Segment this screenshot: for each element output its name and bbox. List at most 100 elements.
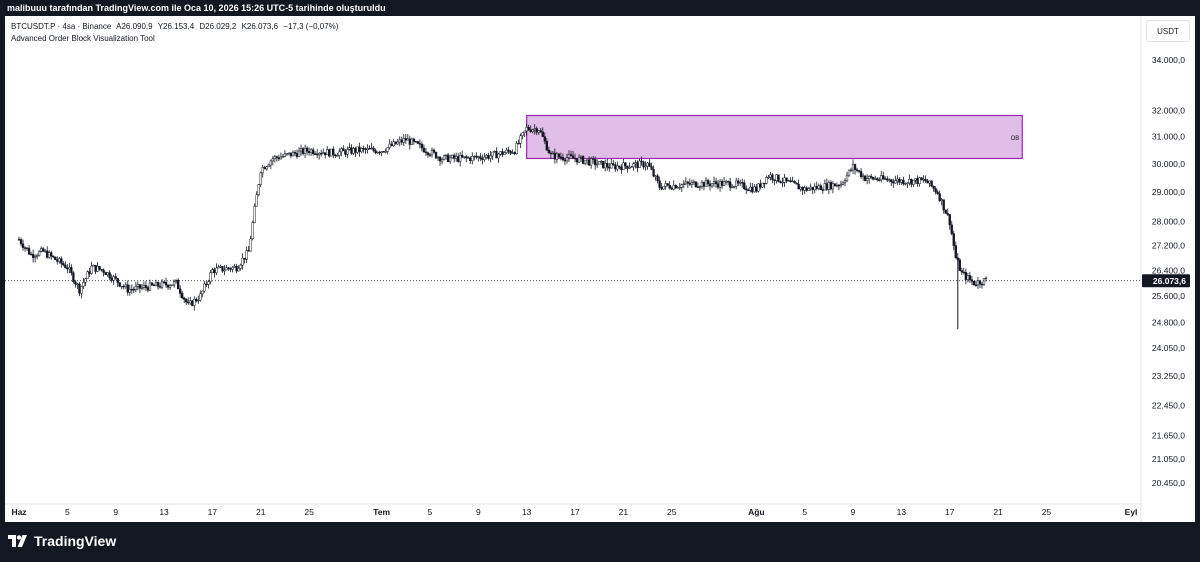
- candle: [833, 183, 837, 187]
- candle: [374, 148, 377, 155]
- candle: [847, 169, 851, 177]
- candle: [652, 165, 655, 178]
- candle: [628, 162, 631, 170]
- candle: [318, 152, 321, 160]
- candle: [829, 180, 833, 191]
- candle: [82, 278, 85, 290]
- candle: [436, 155, 440, 162]
- candle: [739, 179, 742, 186]
- candle: [728, 177, 732, 191]
- candle: [700, 179, 704, 190]
- candle: [40, 246, 43, 253]
- candle: [759, 179, 762, 190]
- candle: [714, 178, 718, 188]
- candle: [547, 146, 550, 154]
- candle: [638, 158, 641, 168]
- candle: [223, 265, 226, 276]
- candle: [906, 182, 909, 189]
- candle: [402, 133, 405, 146]
- candle: [861, 173, 865, 181]
- candle: [598, 161, 601, 165]
- candle: [968, 271, 972, 283]
- time-axis[interactable]: Haz 5 9 13 17 21 25 Tem 5 9 13 17 21 25 Ağu 5 9 13 17 21 25 E…: [5, 503, 1141, 517]
- candle: [878, 177, 881, 182]
- y-tick-label: 24.800,0: [1152, 317, 1185, 327]
- candle: [330, 148, 333, 157]
- candle: [215, 263, 218, 276]
- candle: [146, 285, 150, 293]
- candle: [938, 190, 941, 202]
- x-tick-label: 21: [993, 507, 1003, 517]
- candle: [366, 144, 369, 154]
- candle: [775, 174, 778, 184]
- candle: [876, 177, 879, 182]
- candle: [211, 267, 214, 274]
- chart-frame[interactable]: OB 26.073,6 34.000,0 32.000,0 31.000,0 30.0…: [5, 16, 1195, 522]
- candle: [612, 159, 615, 166]
- candle: [324, 152, 327, 159]
- currency-button[interactable]: USDT: [1146, 20, 1190, 42]
- candle: [916, 175, 919, 187]
- candle: [217, 264, 220, 269]
- x-tick-label: 9: [851, 507, 856, 517]
- candle: [853, 163, 857, 175]
- candle: [557, 152, 561, 159]
- y-tick-label: 26.400,0: [1152, 265, 1185, 275]
- candle: [207, 279, 210, 289]
- candle: [664, 180, 667, 190]
- candle: [106, 272, 109, 277]
- x-tick-label: 25: [667, 507, 677, 517]
- y-tick-label: 23.250,0: [1152, 371, 1185, 381]
- candle: [515, 140, 518, 155]
- candle: [360, 147, 363, 154]
- y-tick-label: 29.000,0: [1152, 187, 1185, 197]
- candle: [62, 261, 65, 267]
- attribution-text: malibuuu tarafından TradingView.com ile …: [7, 3, 386, 13]
- candle: [64, 261, 67, 269]
- candle: [354, 146, 357, 157]
- candle: [934, 186, 937, 195]
- indicator-legend[interactable]: Advanced Order Block Visualization Tool: [11, 34, 158, 43]
- candle: [773, 179, 776, 186]
- candle: [444, 154, 448, 160]
- candle: [130, 284, 133, 294]
- candle: [686, 180, 689, 189]
- candle: [592, 155, 595, 164]
- candle: [555, 152, 559, 164]
- y-tick-label: 24.050,0: [1152, 343, 1185, 353]
- candle: [930, 180, 933, 188]
- candle: [275, 155, 279, 162]
- candle: [763, 182, 766, 189]
- candle: [213, 267, 216, 278]
- candle: [326, 146, 329, 156]
- candle: [720, 179, 724, 189]
- candle: [807, 187, 810, 191]
- price-axis[interactable]: 34.000,0 32.000,0 31.000,0 30.000,0 29.000,0…: [1140, 16, 1185, 522]
- candle: [644, 161, 647, 171]
- candle: [632, 162, 635, 171]
- tradingview-logo[interactable]: TradingView: [8, 533, 116, 549]
- candle: [422, 144, 426, 153]
- candle: [602, 160, 605, 169]
- candle: [596, 159, 599, 168]
- candle: [900, 179, 903, 186]
- price-chart[interactable]: OB 26.073,6 34.000,0 32.000,0 31.000,0 30.0…: [5, 16, 1195, 522]
- candle: [678, 182, 681, 191]
- candle: [666, 183, 669, 187]
- candle: [523, 130, 526, 138]
- candle: [857, 170, 861, 174]
- candle: [493, 150, 496, 153]
- candle: [870, 173, 873, 180]
- candle: [90, 261, 93, 275]
- candle: [116, 277, 119, 287]
- order-block-zone[interactable]: [526, 114, 1023, 160]
- candle: [692, 179, 696, 186]
- candle: [340, 147, 343, 157]
- x-tick-label: 17: [570, 507, 580, 517]
- close-value: K26.073,6: [241, 22, 279, 31]
- candle: [819, 183, 822, 190]
- candle: [519, 133, 522, 149]
- symbol-legend[interactable]: BTCUSDT.P · 4sa · Binance A26.090,9 Y26.…: [11, 22, 341, 31]
- candle: [156, 281, 160, 290]
- candle: [483, 153, 486, 162]
